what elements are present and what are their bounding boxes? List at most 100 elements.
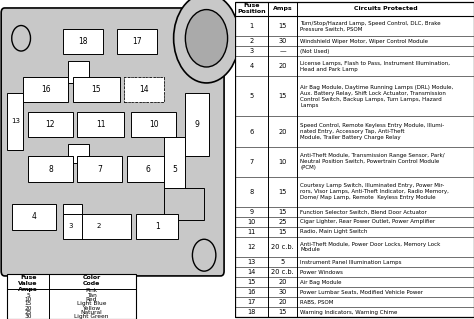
Text: Circuits Protected: Circuits Protected: [354, 6, 417, 11]
Text: 17: 17: [247, 299, 255, 305]
Text: 10: 10: [149, 120, 158, 129]
Text: 8: 8: [48, 165, 53, 174]
Text: 20: 20: [278, 279, 287, 285]
Text: Tan: Tan: [87, 293, 96, 298]
Bar: [131, 112, 176, 137]
Text: 7: 7: [97, 165, 102, 174]
Bar: [68, 61, 89, 83]
Bar: [77, 112, 124, 137]
Bar: [124, 77, 164, 102]
Text: 6: 6: [249, 129, 254, 135]
Text: 9: 9: [249, 209, 254, 215]
Text: Light Blue: Light Blue: [77, 301, 106, 306]
Text: 20: 20: [278, 299, 287, 305]
Bar: [28, 156, 73, 182]
Text: Fuse
Position: Fuse Position: [237, 4, 266, 14]
Text: Instrument Panel Illumination Lamps: Instrument Panel Illumination Lamps: [301, 260, 402, 265]
Text: RABS, PSOM: RABS, PSOM: [301, 300, 334, 305]
Text: 16: 16: [247, 289, 255, 295]
Text: 8: 8: [249, 189, 254, 195]
Bar: [64, 214, 131, 239]
Text: 25: 25: [24, 310, 32, 315]
Text: 11: 11: [247, 229, 255, 235]
Text: 3: 3: [68, 224, 73, 229]
Bar: [7, 93, 23, 150]
Text: (Not Used): (Not Used): [301, 48, 330, 54]
Text: 12: 12: [247, 244, 255, 250]
Text: 1: 1: [249, 23, 254, 29]
Text: 14: 14: [139, 85, 149, 94]
Circle shape: [192, 239, 216, 271]
Bar: [68, 144, 89, 163]
Text: License Lamps, Flash to Pass, Instrument Illumination,
Head and Park Lamp: License Lamps, Flash to Pass, Instrument…: [301, 61, 450, 71]
Bar: [7, 274, 136, 319]
Bar: [64, 204, 82, 220]
Text: Natural: Natural: [81, 310, 102, 315]
Text: Color
Code: Color Code: [82, 275, 100, 286]
Text: 13: 13: [247, 259, 255, 265]
FancyBboxPatch shape: [1, 8, 224, 276]
Bar: [117, 29, 157, 54]
Text: 12: 12: [46, 120, 55, 129]
Bar: [124, 77, 164, 102]
Text: Courtesy Lamp Switch, Illuminated Entry, Power Mir-
rors, Visor Lamps, Anti-Thef: Courtesy Lamp Switch, Illuminated Entry,…: [301, 183, 449, 200]
Bar: [185, 93, 209, 156]
Text: 5: 5: [173, 165, 177, 174]
Text: 15: 15: [247, 279, 255, 285]
Text: Air Bag Module: Air Bag Module: [301, 280, 342, 285]
Text: 15: 15: [278, 189, 287, 195]
Text: 5: 5: [249, 93, 254, 99]
Text: 30: 30: [278, 38, 287, 44]
Text: Radio, Main Light Switch: Radio, Main Light Switch: [301, 229, 368, 234]
Text: Turn/Stop/Hazard Lamp, Speed Control, DLC, Brake
Pressure Switch, PSOM: Turn/Stop/Hazard Lamp, Speed Control, DL…: [301, 21, 441, 31]
Text: Fuse
Value
Amps: Fuse Value Amps: [18, 275, 38, 292]
Text: 15: 15: [278, 309, 287, 315]
Text: 15: 15: [25, 301, 32, 306]
Bar: [23, 77, 68, 102]
Bar: [127, 156, 169, 182]
Text: 6: 6: [146, 165, 150, 174]
Text: 13: 13: [11, 118, 20, 124]
Bar: [77, 156, 122, 182]
Circle shape: [12, 26, 30, 51]
Text: Power Lumbar Seats, Modified Vehicle Power: Power Lumbar Seats, Modified Vehicle Pow…: [301, 290, 423, 295]
Text: 15: 15: [278, 229, 287, 235]
Text: —: —: [279, 48, 286, 54]
Text: Anti-Theft Module, Transmission Range Sensor, Park/
Neutral Position Switch, Pow: Anti-Theft Module, Transmission Range Se…: [301, 153, 445, 170]
Text: 5: 5: [281, 259, 284, 265]
Text: 10: 10: [247, 219, 255, 225]
Text: 20: 20: [278, 63, 287, 69]
Bar: [73, 77, 119, 102]
Text: 4: 4: [249, 63, 254, 69]
Text: Anti-Theft Module, Power Door Locks, Memory Lock
Module: Anti-Theft Module, Power Door Locks, Mem…: [301, 242, 441, 252]
Text: 2: 2: [249, 38, 254, 44]
Text: 7: 7: [249, 159, 254, 165]
Text: Air Bag Module, Daytime Running Lamps (DRL) Module,
Aux. Battery Relay, Shift Lo: Air Bag Module, Daytime Running Lamps (D…: [301, 85, 454, 108]
Text: Power Windows: Power Windows: [301, 270, 343, 275]
Text: 4: 4: [26, 288, 30, 293]
Text: 20: 20: [278, 129, 287, 135]
Text: Function Selector Switch, Blend Door Actuator: Function Selector Switch, Blend Door Act…: [301, 209, 427, 214]
Bar: [12, 204, 56, 230]
Text: 25: 25: [278, 219, 287, 225]
Text: 10: 10: [25, 297, 32, 302]
Bar: [64, 29, 103, 54]
Text: 17: 17: [132, 37, 142, 46]
Text: 1: 1: [155, 222, 160, 231]
Bar: [136, 214, 178, 239]
Text: 9: 9: [195, 120, 200, 129]
Text: 11: 11: [96, 120, 106, 129]
Text: Yellow: Yellow: [82, 306, 100, 311]
Text: Windshield Wiper Motor, Wiper Control Module: Windshield Wiper Motor, Wiper Control Mo…: [301, 39, 428, 44]
Text: 15: 15: [278, 23, 287, 29]
Text: Pink: Pink: [85, 288, 98, 293]
Text: 30: 30: [24, 314, 32, 319]
Text: 15: 15: [278, 93, 287, 99]
Text: 16: 16: [41, 85, 51, 94]
Text: 20: 20: [24, 306, 32, 311]
Text: 4: 4: [32, 212, 36, 221]
Text: 2: 2: [96, 224, 101, 229]
Text: Cigar Lighter, Rear Power Outlet, Power Amplifier: Cigar Lighter, Rear Power Outlet, Power …: [301, 219, 436, 225]
Text: Amps: Amps: [273, 6, 292, 11]
Text: 30: 30: [278, 289, 287, 295]
